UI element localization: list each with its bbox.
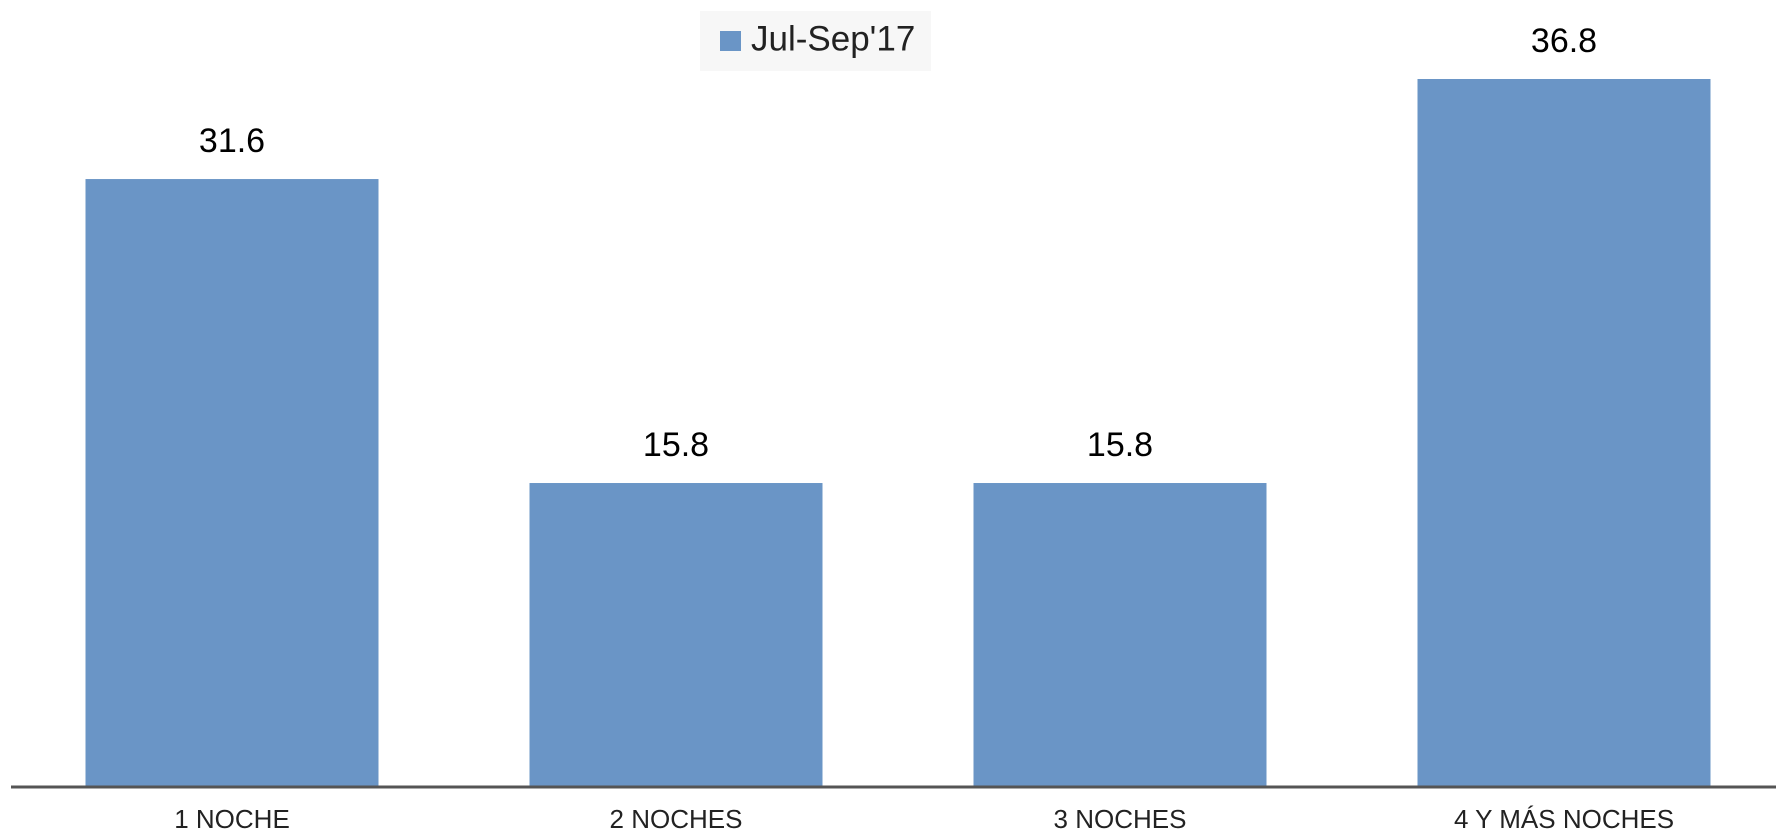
value-label: 36.8 <box>1531 22 1597 60</box>
bar <box>973 483 1267 787</box>
x-tick-label: 3 NOCHES <box>1054 804 1187 834</box>
legend-swatch <box>720 31 741 51</box>
value-label: 15.8 <box>643 426 709 464</box>
x-tick-label: 4 Y MÁS NOCHES <box>1454 804 1674 834</box>
value-label: 15.8 <box>1087 426 1153 464</box>
legend-label: Jul-Sep'17 <box>751 19 915 58</box>
bar <box>85 179 379 788</box>
x-tick-label: 1 NOCHE <box>174 804 290 834</box>
x-tick-label: 2 NOCHES <box>610 804 743 834</box>
bar <box>529 483 823 787</box>
value-label: 31.6 <box>199 122 265 160</box>
bar <box>1417 79 1711 787</box>
